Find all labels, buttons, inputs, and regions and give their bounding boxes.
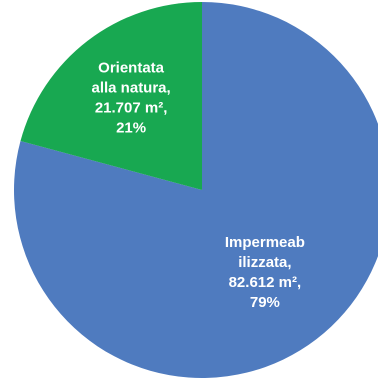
pie-slice-label-line: alla natura, (92, 79, 171, 96)
pie-labels: Impermeab ilizzata, 82.612 m², 79% Orientata… (92, 59, 305, 311)
pie-slice-label-line: 79% (250, 294, 280, 311)
pie-slice-label-line: 82.612 m², (229, 274, 302, 291)
pie-slice-label-line: Impermeab (225, 234, 305, 251)
pie-slice-2 (20, 2, 203, 190)
pie-slice-label-line: 21.707 m², (95, 99, 168, 116)
pie-slice-label-1: Impermeab ilizzata, 82.612 m², 79% (225, 234, 305, 311)
pie-slices (14, 2, 378, 378)
pie-slice-label-line: 21% (116, 119, 146, 136)
pie-slice-label-2: Orientata alla natura, 21.707 m², 21% (92, 59, 171, 136)
pie-slice-label-line: ilizzata, (238, 254, 291, 271)
pie-slice-1 (14, 2, 378, 378)
pie-slice-label-line: Orientata (98, 59, 165, 76)
